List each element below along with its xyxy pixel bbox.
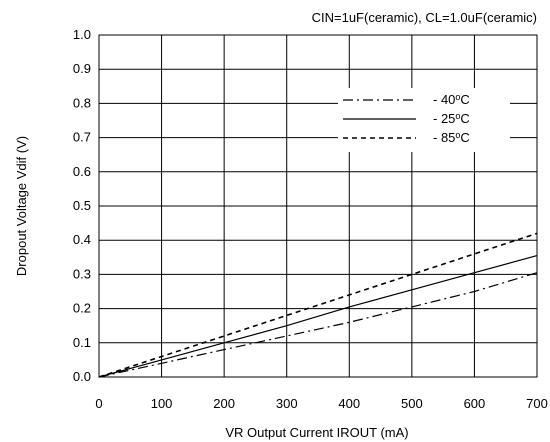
x-tick-label: 500 [401,396,423,411]
legend-background [338,88,510,152]
legend: - 40oC - 25oC - 85oC [338,88,510,152]
x-tick-label: 700 [526,396,548,411]
y-tick-label: 1.0 [73,27,91,42]
y-tick-label: 0.1 [73,335,91,350]
y-tick-label: 0.7 [73,130,91,145]
y-tick-label: 0.9 [73,61,91,76]
x-axis-ticks: 0 100 200 300 400 500 600 700 [95,396,547,411]
legend-label-3: - 85oC [433,130,470,145]
legend-label-1: - 40oC [433,92,470,107]
x-tick-label: 100 [151,396,173,411]
x-tick-label: 400 [338,396,360,411]
y-tick-label: 0.6 [73,164,91,179]
series-line-1 [98,272,538,378]
series-line-3 [98,232,538,378]
series-line-2 [98,255,538,378]
y-tick-label: 0.3 [73,266,91,281]
y-axis-title: Dropout Voltage Vdif (V) [14,136,29,276]
y-tick-label: 0.4 [73,232,91,247]
x-tick-label: 200 [213,396,235,411]
x-axis-title: VR Output Current IROUT (mA) [225,425,408,440]
y-tick-label: 0.2 [73,301,91,316]
y-axis-ticks: 0.0 0.1 0.2 0.3 0.4 0.5 0.6 0.7 0.8 0.9 1.0 [73,27,91,384]
x-tick-label: 600 [464,396,486,411]
legend-label-2: - 25oC [433,111,470,126]
series-layer [98,232,538,378]
y-tick-label: 0.5 [73,198,91,213]
x-tick-label: 0 [95,396,102,411]
chart-title: CIN=1uF(ceramic), CL=1.0uF(ceramic) [312,10,537,25]
y-tick-label: 0.0 [73,369,91,384]
x-tick-label: 300 [276,396,298,411]
plot-frame [98,34,538,378]
y-tick-label: 0.8 [73,95,91,110]
grid [99,35,537,377]
